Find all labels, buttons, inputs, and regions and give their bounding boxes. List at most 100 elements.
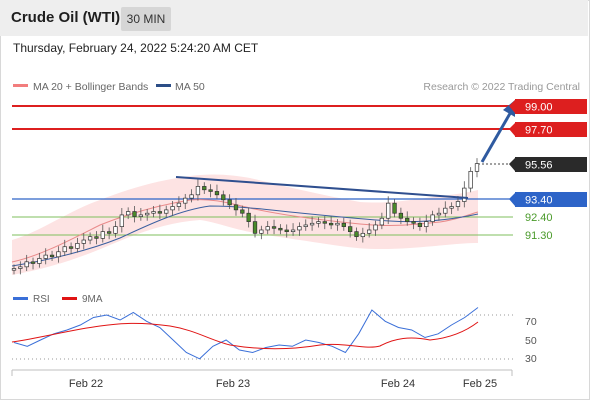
candle-body (328, 222, 334, 226)
candle-body (43, 254, 48, 259)
rsi-legend-label: RSI (33, 294, 50, 305)
ma50-legend-label: MA 50 (175, 81, 205, 93)
candle-body (119, 214, 124, 227)
rsi-ma-legend-swatch (62, 297, 77, 300)
level-label-9770: 97.70 (525, 125, 553, 137)
candle-body (449, 206, 454, 209)
candle-body (309, 222, 315, 226)
candle-body (348, 226, 353, 232)
candle-body (265, 226, 270, 231)
candle-body (18, 266, 23, 269)
candle-body (68, 246, 74, 249)
candle-body (56, 251, 61, 258)
credit-text: Research © 2022 Trading Central (423, 81, 580, 93)
candle-body (164, 209, 169, 214)
candle-body (62, 246, 67, 253)
level-label-9340: 93.40 (525, 195, 553, 207)
chart-datetime: Thursday, February 24, 2022 5:24:20 AM C… (13, 41, 259, 55)
level-label-9130: 91.30 (525, 230, 553, 242)
candle-body (81, 239, 86, 244)
candle-body (436, 212, 442, 216)
candle-body (113, 226, 118, 234)
candle-body (252, 221, 258, 234)
candle-body (259, 229, 264, 234)
timeframe-badge[interactable]: 30 MIN (121, 7, 171, 31)
candle-body (49, 254, 55, 258)
forecast-arrow-shaft (480, 109, 514, 163)
candle-body (474, 163, 480, 172)
candle-body (398, 212, 404, 219)
candle-body (316, 221, 321, 224)
level-label-last: 95.56 (525, 160, 553, 172)
instrument-title: Crude Oil (WTI) (11, 9, 121, 26)
level-label-9240: 92.40 (525, 212, 553, 224)
ma50-legend-swatch (156, 84, 171, 87)
candle-body (284, 229, 289, 232)
level-tag-9340-pointer (509, 193, 515, 206)
level-tag-9770-pointer (509, 123, 515, 136)
level-tag-9340 (515, 192, 587, 207)
candle-body (30, 261, 36, 264)
candle-body (37, 258, 42, 264)
level-tag-last (515, 157, 587, 172)
x-label-feb25: Feb 25 (463, 378, 497, 390)
candle-body (354, 231, 359, 238)
rsi-ma-legend-label: 9MA (82, 294, 103, 305)
candle-body (373, 224, 378, 231)
x-label-feb23: Feb 23 (216, 378, 250, 390)
level-tag-99 (515, 99, 587, 114)
rsi-line (13, 307, 479, 360)
x-label-feb24: Feb 24 (381, 378, 415, 390)
candle-body (221, 194, 226, 201)
bollinger-legend-swatch (13, 84, 28, 87)
rsi-tick-30: 30 (525, 353, 537, 365)
candle-body (94, 236, 99, 239)
candle-body (132, 211, 137, 217)
candle-body (11, 268, 17, 271)
candle-body (126, 211, 131, 216)
candlestick-series (11, 158, 480, 275)
candle-body (189, 194, 194, 199)
rsi-ma-line (11, 321, 479, 350)
candle-body (138, 214, 143, 217)
candle-body (145, 212, 150, 216)
trend-line (175, 176, 469, 199)
x-label-feb22: Feb 22 (69, 378, 103, 390)
chart-header (0, 0, 588, 36)
candle-body (87, 236, 93, 241)
candle-body (335, 222, 340, 226)
candle-body (322, 221, 327, 224)
candle-body (151, 211, 156, 214)
candle-body (430, 214, 435, 222)
candle-body (405, 217, 410, 222)
candle-body (367, 229, 372, 234)
candle-body (170, 206, 175, 211)
candle-body (443, 207, 448, 214)
candle-body (75, 243, 80, 249)
candle-body (24, 261, 29, 268)
candle-body (246, 212, 251, 222)
candle-body (341, 222, 346, 227)
candle-body (411, 221, 416, 224)
candle-body (240, 209, 245, 214)
candle-body (468, 170, 473, 189)
candle-body (455, 201, 461, 207)
candle-body (100, 231, 105, 239)
level-label-99: 99.00 (525, 102, 553, 114)
level-tag-99-pointer (509, 100, 515, 113)
candle-body (278, 227, 283, 231)
candle-body (462, 187, 467, 202)
candle-body (271, 226, 277, 229)
rsi-tick-70: 70 (525, 316, 537, 328)
ma50-line (11, 205, 479, 267)
candle-body (290, 229, 296, 232)
candle-body (106, 231, 112, 234)
candle-body (379, 217, 385, 226)
candle-body (202, 186, 207, 191)
level-tag-9770 (515, 122, 587, 137)
bollinger-band (12, 174, 478, 275)
bollinger-legend-label: MA 20 + Bollinger Bands (33, 81, 148, 93)
candle-body (386, 202, 391, 219)
candle-body (214, 191, 220, 196)
